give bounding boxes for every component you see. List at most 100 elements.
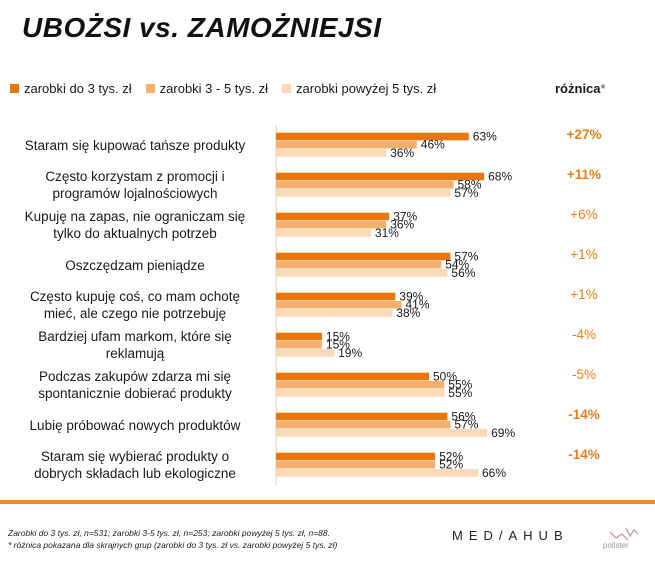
category-label-line: mieć, ale czego nie potrzebuję [43,306,227,321]
data-label-mid-row-8: 57% [454,418,478,432]
category-label-line: Podczas zakupów zdarza mi się [38,369,232,384]
bar-high-row-3 [276,229,371,237]
category-label-row-6: Bardziej ufam markom, które się reklamują [8,328,262,362]
data-label-low-row-7: 50% [433,369,457,383]
category-label-line: Staram się kupować tańsze produkty [24,137,246,153]
data-label-high-row-6: 19% [338,346,362,360]
bottom-rule [0,500,655,504]
bar-mid-row-1 [276,140,417,149]
data-label-low-row-3: 37% [393,209,417,223]
data-label-high-row-3: 31% [375,226,399,240]
bar-low-row-9 [276,452,436,461]
mediahub-logo: MED/AHUB [452,528,569,543]
bar-low-row-2 [276,172,485,181]
bar-mid-row-4 [276,260,442,269]
data-label-mid-row-9: 52% [439,458,463,472]
data-label-mid-row-5: 41% [406,298,430,312]
bar-low-row-3 [276,212,390,221]
legend-item-mid: zarobki 3 - 5 tys. zł [145,80,269,96]
category-label-line: Staram się wybierać produkty o [40,449,230,464]
difference-value-row-5: +1% [570,287,598,302]
bar-high-row-6 [276,349,335,357]
footnote: Zarobki do 3 tys. zł, n=531; zarobki 3-5… [8,527,337,551]
category-label-row-2: Często korzystam z promocji i programów l… [8,168,262,202]
bar-mid-row-9 [276,460,436,469]
data-label-low-row-5: 39% [399,289,423,303]
bar-low-row-6 [276,332,322,341]
difference-value-row-7: -5% [571,367,596,382]
bar-mid-row-2 [276,180,454,189]
difference-header: różnica* [555,81,606,96]
bar-high-row-9 [276,469,478,477]
legend-swatch-high [282,83,292,93]
data-label-high-row-4: 56% [451,266,475,280]
bar-high-row-1 [276,149,387,157]
category-label-row-1: Staram się kupować tańsze produkty [8,137,262,154]
bar-high-row-8 [276,429,488,437]
category-label-line: Kupuję na zapas, nie ograniczam się [24,209,246,224]
legend-label-mid: zarobki 3 - 5 tys. zł [159,80,269,96]
page-title: UBOŻSI vs. ZAMOŻNIEJSI [22,12,382,43]
data-label-high-row-1: 36% [390,146,414,160]
bar-mid-row-7 [276,380,445,389]
data-label-mid-row-1: 46% [421,138,445,152]
category-label-line: tylko do aktualnych potrzeb [53,226,217,241]
data-label-low-row-6: 15% [326,329,350,343]
data-label-low-row-1: 63% [473,129,497,143]
data-label-high-row-2: 57% [454,186,478,200]
data-label-low-row-4: 57% [454,249,478,263]
difference-value-row-9: -14% [568,447,600,462]
pollster-logo-text: pollster [603,541,629,550]
bar-low-row-5 [276,292,396,301]
category-label-row-5: Często kupuję coś, co mam ochotę mieć, al… [8,288,262,322]
category-label-line: Często kupuję coś, co mam ochotę [29,289,241,304]
bar-mid-row-5 [276,300,402,309]
difference-header-label: różnica [555,81,601,96]
category-label-row-8: Lubię próbować nowych produktów [8,417,262,434]
data-label-low-row-9: 52% [439,449,463,463]
bar-low-row-1 [276,132,469,141]
data-label-mid-row-7: 55% [448,378,472,392]
footnote-sample-sizes: Zarobki do 3 tys. zł, n=531; zarobki 3-5… [8,528,330,538]
category-label-line: Często korzystam z promocji i [45,169,225,184]
difference-value-row-4: +1% [570,247,598,262]
legend-swatch-low [10,83,19,93]
legend-label-low: zarobki do 3 tys. zł [24,80,132,96]
difference-value-row-2: +11% [566,167,602,182]
bar-low-row-8 [276,412,448,421]
data-label-mid-row-4: 54% [445,258,469,272]
difference-header-star: * [600,81,606,96]
chart-legend: zarobki do 3 tys. zł zarobki 3 - 5 tys. … [10,80,450,96]
category-label-line: programów lojalnościowych [52,186,218,201]
data-label-mid-row-6: 15% [326,338,350,352]
bar-low-row-4 [276,252,451,261]
category-label-row-3: Kupuję na zapas, nie ograniczam się tylko… [8,208,262,242]
category-label-row-9: Staram się wybierać produkty o dobrych sk… [8,448,262,482]
category-label-line: Lubię próbować nowych produktów [29,417,241,433]
bar-chart: 63%46%36%68%58%57%37%36%31%57%54%56%39%4… [275,125,515,485]
difference-value-row-8: -14% [568,407,600,422]
category-label-line: reklamują [105,346,165,361]
difference-value-row-6: -4% [571,327,596,342]
data-label-high-row-8: 69% [491,426,515,440]
legend-swatch-mid [145,83,155,93]
data-label-high-row-5: 38% [396,306,420,320]
category-label-line: dobrych składach lub ekologiczne [34,466,236,481]
bar-mid-row-6 [276,340,322,349]
category-label-row-7: Podczas zakupów zdarza mi się spontaniczn… [8,368,262,402]
bar-high-row-5 [276,309,393,317]
data-label-high-row-9: 66% [482,466,506,480]
data-label-mid-row-2: 58% [458,178,482,192]
legend-item-high: zarobki powyżej 5 tys. zł [282,81,436,96]
data-label-mid-row-3: 36% [390,218,414,232]
category-label-line: spontanicznie dobierać produkty [38,386,232,401]
pollster-logo-icon [609,527,639,541]
footnote-difference-note: * różnica pokazana dla skrajnych grup (z… [8,540,338,550]
bar-high-row-4 [276,269,448,277]
legend-item-low: zarobki do 3 tys. zł [10,81,132,96]
bar-high-row-2 [276,189,451,197]
data-label-low-row-8: 56% [451,409,475,423]
difference-value-row-3: +6% [570,207,598,222]
bar-low-row-7 [276,372,429,381]
bar-high-row-7 [276,389,445,397]
